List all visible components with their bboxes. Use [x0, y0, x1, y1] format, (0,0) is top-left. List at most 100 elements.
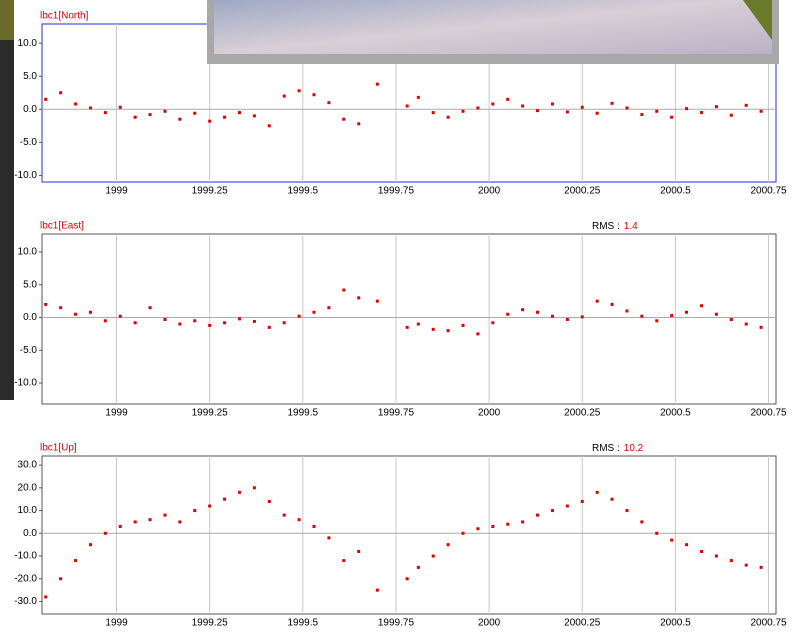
point	[59, 91, 62, 94]
point	[44, 98, 47, 101]
point	[283, 321, 286, 324]
page: lbc1[North]19991999.251999.51999.7520002…	[0, 0, 807, 639]
y-tick-label: -10.0	[14, 170, 37, 181]
rms-label: RMS :	[592, 221, 620, 232]
point	[491, 102, 494, 105]
point	[625, 509, 628, 512]
point	[208, 505, 211, 508]
panel-title: lbc1[Up]	[40, 443, 77, 454]
point	[447, 543, 450, 546]
point	[685, 107, 688, 110]
point	[327, 536, 330, 539]
point	[417, 566, 420, 569]
point	[760, 326, 763, 329]
point	[640, 315, 643, 318]
point	[193, 319, 196, 322]
x-tick-label: 2000	[478, 618, 501, 629]
point	[89, 106, 92, 109]
point	[447, 116, 450, 119]
point	[342, 118, 345, 121]
point	[491, 525, 494, 528]
point	[760, 566, 763, 569]
y-tick-label: 10.0	[18, 247, 38, 258]
x-tick-label: 2000.75	[750, 408, 787, 419]
point	[551, 102, 554, 105]
y-tick-label: 10.0	[18, 38, 38, 49]
point	[536, 514, 539, 517]
point	[566, 318, 569, 321]
point	[298, 315, 301, 318]
point	[268, 326, 271, 329]
y-tick-label: 5.0	[23, 279, 37, 290]
x-tick-label: 1999.75	[378, 408, 415, 419]
point	[283, 514, 286, 517]
point	[298, 89, 301, 92]
point	[700, 550, 703, 553]
x-tick-label: 2000.5	[660, 408, 691, 419]
point	[462, 532, 465, 535]
x-tick-label: 2000.75	[750, 186, 787, 197]
rms-label: RMS :	[592, 443, 620, 454]
point	[59, 577, 62, 580]
point	[640, 113, 643, 116]
point	[715, 313, 718, 316]
point	[551, 315, 554, 318]
point	[149, 518, 152, 521]
point	[376, 83, 379, 86]
point	[238, 491, 241, 494]
point	[521, 104, 524, 107]
point	[670, 116, 673, 119]
point	[566, 110, 569, 113]
x-tick-label: 2000.5	[660, 186, 691, 197]
point	[223, 321, 226, 324]
point	[208, 324, 211, 327]
y-tick-label: -20.0	[14, 573, 37, 584]
point	[521, 308, 524, 311]
y-tick-label: -10.0	[14, 378, 37, 389]
point	[268, 500, 271, 503]
point	[253, 114, 256, 117]
point	[462, 324, 465, 327]
x-tick-label: 1999	[105, 186, 128, 197]
point	[406, 104, 409, 107]
point	[119, 315, 122, 318]
x-tick-label: 1999.25	[192, 618, 229, 629]
x-tick-label: 1999.5	[288, 618, 319, 629]
point	[406, 326, 409, 329]
point	[268, 124, 271, 127]
photo	[214, 0, 772, 54]
point	[238, 317, 241, 320]
x-tick-label: 1999	[105, 618, 128, 629]
point	[476, 332, 479, 335]
y-tick-label: -5.0	[20, 137, 38, 148]
point	[119, 106, 122, 109]
point	[149, 306, 152, 309]
point	[536, 109, 539, 112]
point	[44, 303, 47, 306]
point	[491, 321, 494, 324]
point	[89, 311, 92, 314]
rms-value: 10.2	[624, 443, 644, 454]
point	[74, 559, 77, 562]
point	[253, 486, 256, 489]
point	[640, 520, 643, 523]
point	[163, 514, 166, 517]
point	[536, 311, 539, 314]
x-tick-label: 1999	[105, 408, 128, 419]
point	[89, 543, 92, 546]
point	[745, 564, 748, 567]
rms-value: 1.4	[624, 221, 638, 232]
rms-text: RMS : 1.4	[592, 221, 638, 232]
y-tick-label: 0.0	[23, 104, 37, 115]
point	[506, 313, 509, 316]
point	[104, 111, 107, 114]
x-tick-label: 1999.25	[192, 408, 229, 419]
x-tick-label: 1999.75	[378, 186, 415, 197]
x-tick-label: 2000.25	[564, 186, 601, 197]
point	[521, 520, 524, 523]
point	[551, 509, 554, 512]
y-tick-label: -30.0	[14, 596, 37, 607]
point	[74, 313, 77, 316]
point	[506, 98, 509, 101]
point	[462, 110, 465, 113]
